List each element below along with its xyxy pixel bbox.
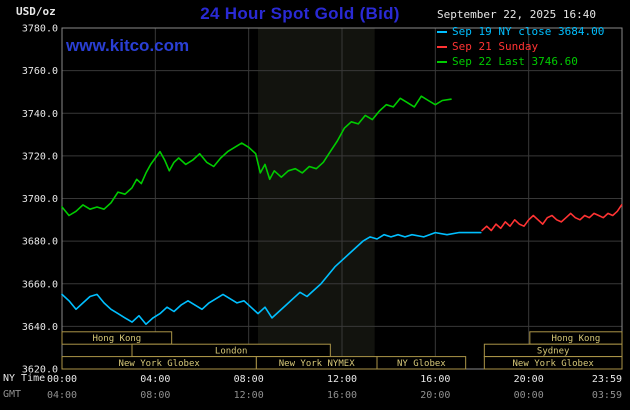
- session-label: New York Globex: [119, 359, 201, 369]
- session-box: [376, 356, 467, 370]
- legend-label: Sep 21 Sunday: [452, 40, 539, 53]
- y-tick-label: 3660.0: [22, 279, 58, 290]
- x-tick-label-gmt: 08:00: [140, 390, 170, 401]
- y-tick-label: 3680.0: [22, 237, 58, 248]
- session-box: [483, 356, 623, 370]
- kitco-watermark-link[interactable]: www.kitco.com: [66, 36, 190, 55]
- x-tick-label-ny: 12:00: [327, 374, 357, 385]
- legend-color-dash-icon: [437, 60, 447, 63]
- x-tick-label-ny: 20:00: [514, 374, 544, 385]
- legend-label: Sep 19 NY close 3684.00: [452, 25, 605, 38]
- y-tick-label: 3780.0: [22, 24, 58, 35]
- legend-item: Sep 19 NY close 3684.00: [437, 24, 604, 39]
- x-tick-label-gmt: 20:00: [420, 390, 450, 401]
- session-label: Hong Kong: [92, 334, 141, 344]
- x-tick-label-gmt: 16:00: [327, 390, 357, 401]
- chart-title: 24 Hour Spot Gold (Bid): [200, 4, 400, 23]
- x-tick-label-gmt: 04:00: [47, 390, 77, 401]
- legend-item: Sep 22 Last 3746.60: [437, 54, 604, 69]
- legend-color-dash-icon: [437, 30, 447, 33]
- y-tick-label: 3740.0: [22, 109, 58, 120]
- session-label: New York Globex: [513, 359, 595, 369]
- y-tick-label: 3620.0: [22, 365, 58, 376]
- x-tick-label-ny: 04:00: [140, 374, 170, 385]
- y-tick-label: 3640.0: [22, 322, 58, 333]
- y-tick-label: 3700.0: [22, 194, 58, 205]
- x-tick-label-ny: 16:00: [420, 374, 450, 385]
- series-line: [481, 204, 623, 232]
- session-box: [61, 331, 173, 345]
- session-label: Hong Kong: [552, 334, 601, 344]
- x-tick-label-gmt: 00:00: [514, 390, 544, 401]
- x-tick-label-ny: 00:00: [47, 374, 77, 385]
- gmt-axis-label: GMT: [3, 389, 22, 400]
- legend: Sep 19 NY close 3684.00 Sep 21 Sunday Sep …: [437, 24, 604, 69]
- session-label: London: [215, 347, 248, 357]
- x-tick-label-gmt: 12:00: [234, 390, 264, 401]
- x-tick-label-ny: 23:59: [592, 374, 622, 385]
- session-label: Sydney: [537, 347, 570, 357]
- y-tick-label: 3720.0: [22, 151, 58, 162]
- legend-item: Sep 21 Sunday: [437, 39, 604, 54]
- y-tick-label: 3760.0: [22, 66, 58, 77]
- x-tick-label-gmt: 03:59: [592, 390, 622, 401]
- datetime-label: September 22, 2025 16:40: [437, 8, 596, 21]
- legend-color-dash-icon: [437, 45, 447, 48]
- legend-label: Sep 22 Last 3746.60: [452, 55, 578, 68]
- ny-time-axis-label: NY Time: [3, 373, 46, 384]
- session-label: New York NYMEX: [279, 359, 355, 369]
- session-label: NY Globex: [397, 359, 446, 369]
- series-line: [61, 95, 452, 217]
- series-line: [61, 231, 482, 326]
- x-tick-label-ny: 08:00: [234, 374, 264, 385]
- price-units-label: USD/oz: [16, 5, 56, 18]
